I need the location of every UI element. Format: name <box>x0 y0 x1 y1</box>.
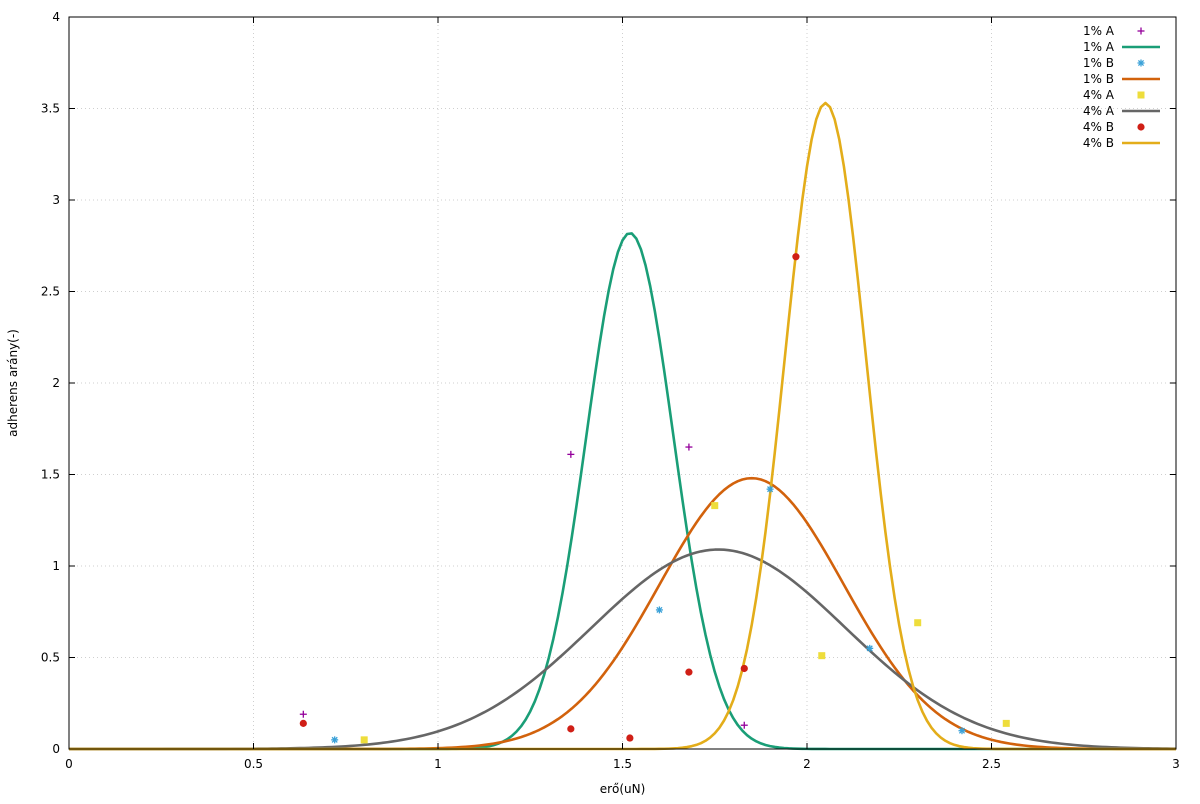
data-point <box>766 485 774 493</box>
data-point <box>914 619 922 627</box>
x-tick-label: 1 <box>434 757 442 771</box>
legend-marker-sample <box>1137 27 1145 35</box>
data-point <box>958 727 966 735</box>
legend-label: 1% B <box>1083 56 1114 70</box>
legend-label: 4% A <box>1083 88 1115 102</box>
legend-item: 4% B <box>1083 120 1145 134</box>
y-tick-label: 1.5 <box>41 468 60 482</box>
x-tick-label: 2.5 <box>982 757 1001 771</box>
x-tick-label: 0 <box>65 757 73 771</box>
legend-label: 4% B <box>1083 120 1114 134</box>
y-tick-label: 0.5 <box>41 651 60 665</box>
x-tick-label: 1.5 <box>613 757 632 771</box>
legend-marker-sample <box>1137 91 1145 99</box>
data-point <box>567 450 575 458</box>
y-tick-label: 3 <box>52 193 60 207</box>
data-point <box>626 734 634 742</box>
data-point <box>711 502 719 510</box>
data-point <box>360 736 368 744</box>
data-point <box>1002 719 1010 727</box>
legend-label: 1% A <box>1083 24 1115 38</box>
legend-item: 1% B <box>1083 56 1145 70</box>
data-point <box>685 443 693 451</box>
grid-lines <box>69 17 1176 749</box>
legend-marker-sample <box>1137 59 1145 67</box>
x-tick-label: 3 <box>1172 757 1180 771</box>
series-line-1 <box>69 232 1176 751</box>
x-tick-label: 0.5 <box>244 757 263 771</box>
legend-label: 4% B <box>1083 136 1114 150</box>
y-tick-label: 1 <box>52 559 60 573</box>
data-point <box>655 606 663 614</box>
legend-label: 1% A <box>1083 40 1115 54</box>
y-tick-label: 2 <box>52 376 60 390</box>
y-axis-label: adherens arány(-) <box>6 329 20 437</box>
legend-label: 4% A <box>1083 104 1115 118</box>
data-point <box>866 644 874 652</box>
y-tick-label: 0 <box>52 742 60 756</box>
y-tick-label: 4 <box>52 10 60 24</box>
data-point <box>740 721 748 729</box>
x-tick-label: 2 <box>803 757 811 771</box>
legend-item: 1% A <box>1083 24 1145 38</box>
data-point <box>299 719 307 727</box>
data-point <box>299 710 307 718</box>
data-point <box>567 725 575 733</box>
data-point <box>792 253 800 261</box>
data-point <box>331 736 339 744</box>
axis-ticks: 0 0.5 1 1.5 2 2.5 3 0 0.5 1 1.5 2 2.5 3 3.5 4 <box>41 10 1180 771</box>
legend-item: 1% A <box>1083 40 1160 54</box>
legend-item: 4% B <box>1083 136 1160 150</box>
legend-item: 4% A <box>1083 88 1145 102</box>
legend-label: 1% B <box>1083 72 1114 86</box>
series-points <box>299 253 1010 744</box>
y-tick-label: 2.5 <box>41 285 60 299</box>
x-axis-label: erő(uN) <box>600 782 646 796</box>
y-tick-label: 3.5 <box>41 102 60 116</box>
data-point <box>740 664 748 673</box>
data-point <box>818 652 826 660</box>
data-point <box>685 668 693 676</box>
legend-marker-sample <box>1137 123 1145 131</box>
legend-item: 1% B <box>1083 72 1160 86</box>
legend: 1% A 1% A 1% B 1% B 4% A 4% A 4% B 4% B <box>1083 24 1160 150</box>
legend-item: 4% A <box>1083 104 1160 118</box>
